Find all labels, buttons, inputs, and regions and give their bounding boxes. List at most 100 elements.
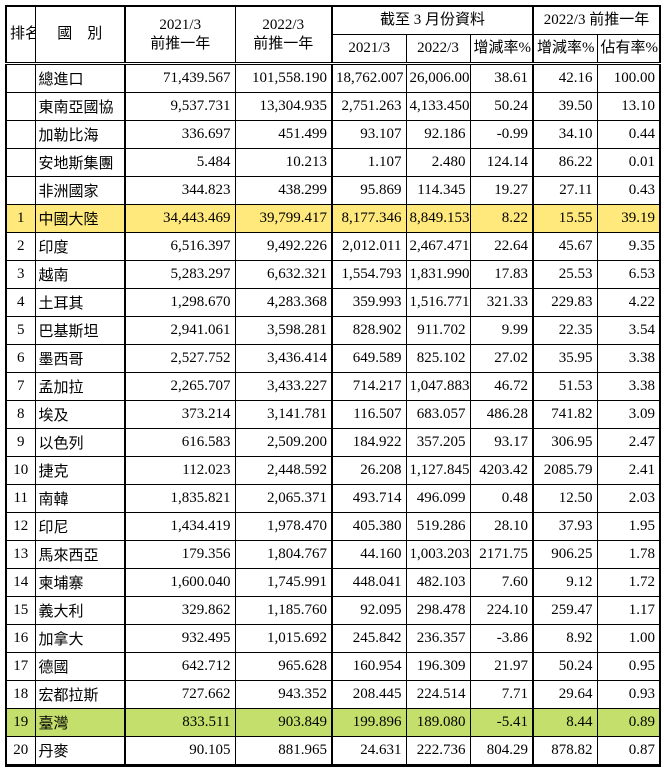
value-cell: 222.736	[405, 736, 471, 766]
table-row: 8 埃及 373.214 3,141.781 116.507 683.057 486.28 7…	[5, 400, 661, 429]
value-cell: 306.95	[532, 428, 598, 457]
col-2022-prev-year-line1: 2022/3	[262, 16, 305, 33]
table-row: 5 巴基斯坦 2,941.061 3,598.281 828.902 911.702 9.9…	[5, 316, 661, 345]
value-cell: 101,558.190	[234, 63, 333, 93]
value-cell: 179.356	[124, 540, 236, 569]
value-cell: 21.97	[469, 652, 534, 681]
sub-change-rate-header: 增減率%	[469, 34, 534, 65]
country-cell: 馬來西亞	[34, 540, 126, 569]
value-cell: 298.478	[405, 596, 471, 625]
value-cell: 34.10	[532, 120, 598, 149]
value-cell: 493.714	[331, 484, 407, 513]
value-cell: 9.99	[469, 316, 534, 345]
table-row: 20 丹麥 90.105 881.965 24.631 222.736 804.29 878.…	[5, 736, 661, 766]
value-cell: 727.662	[124, 680, 236, 709]
value-cell: 741.82	[532, 400, 598, 429]
value-cell: 51.53	[532, 372, 598, 401]
value-cell: 1,185.760	[234, 596, 333, 625]
value-cell: 4,283.368	[234, 288, 333, 317]
value-cell: 9.35	[596, 232, 661, 261]
value-cell: 208.445	[331, 680, 407, 709]
value-cell: 18,762.007	[331, 63, 407, 93]
col-2022-prev-year-header: 2022/3 前推一年	[234, 5, 333, 65]
value-cell: 943.352	[234, 680, 333, 709]
country-cell: 總進口	[34, 63, 126, 93]
value-cell: 42.16	[532, 63, 598, 93]
value-cell: 3,433.227	[234, 372, 333, 401]
table-body: 總進口 71,439.567 101,558.190 18,762.007 26,006…	[5, 63, 661, 766]
value-cell: 2,527.752	[124, 344, 236, 373]
value-cell: 112.023	[124, 456, 236, 485]
value-cell: 19.27	[469, 176, 534, 205]
value-cell: 71,439.567	[124, 63, 236, 93]
rank-cell	[5, 63, 36, 93]
value-cell: 519.286	[405, 512, 471, 541]
value-cell: 39.50	[532, 92, 598, 121]
rank-cell: 2	[5, 232, 36, 261]
value-cell: 1,298.670	[124, 288, 236, 317]
value-cell: 8.44	[532, 708, 598, 737]
value-cell: 329.862	[124, 596, 236, 625]
table-row: 2 印度 6,516.397 9,492.226 2,012.011 2,467.471 2…	[5, 232, 661, 261]
value-cell: 1,831.990	[405, 260, 471, 289]
table-row: 1 中國大陸 34,443.469 39,799.417 8,177.346 8,849.…	[5, 204, 661, 233]
value-cell: 2,941.061	[124, 316, 236, 345]
value-cell: 683.057	[405, 400, 471, 429]
table-row: 19 臺灣 833.511 903.849 199.896 189.080 -5.41 8.4…	[5, 708, 661, 737]
value-cell: 496.099	[405, 484, 471, 513]
value-cell: 4.22	[596, 288, 661, 317]
value-cell: 0.01	[596, 148, 661, 177]
table-header: 排名 國 別 2021/3 前推一年 2022/3 前推一年 截至 3 月份資料…	[5, 5, 661, 65]
table-row: 12 印尼 1,434.419 1,978.470 405.380 519.286 28.1…	[5, 512, 661, 541]
rank-cell: 11	[5, 484, 36, 513]
value-cell: 39,799.417	[234, 204, 333, 233]
value-cell: 224.10	[469, 596, 534, 625]
value-cell: 932.495	[124, 624, 236, 653]
country-cell: 埃及	[34, 400, 126, 429]
value-cell: 357.205	[405, 428, 471, 457]
value-cell: 9,537.731	[124, 92, 236, 121]
table-row: 7 孟加拉 2,265.707 3,433.227 714.217 1,047.883 46…	[5, 372, 661, 401]
table-row: 11 南韓 1,835.821 2,065.371 493.714 496.099 0.48…	[5, 484, 661, 513]
value-cell: 3,598.281	[234, 316, 333, 345]
table-row: 14 柬埔寨 1,600.040 1,745.991 448.041 482.103 7.6…	[5, 568, 661, 597]
value-cell: 833.511	[124, 708, 236, 737]
value-cell: 92.095	[331, 596, 407, 625]
table-row: 安地斯集團 5.484 10.213 1.107 2.480 124.14 86.22 0.0…	[5, 148, 661, 177]
country-cell: 巴基斯坦	[34, 316, 126, 345]
value-cell: 5,283.297	[124, 260, 236, 289]
value-cell: 1.78	[596, 540, 661, 569]
value-cell: 3.38	[596, 372, 661, 401]
value-cell: 196.309	[405, 652, 471, 681]
value-cell: 1,554.793	[331, 260, 407, 289]
rank-cell	[5, 148, 36, 177]
value-cell: 1,003.203	[405, 540, 471, 569]
col-2021-prev-year-line1: 2021/3	[159, 16, 202, 33]
country-cell: 非洲國家	[34, 176, 126, 205]
value-cell: 0.89	[596, 708, 661, 737]
value-cell: 2,448.592	[234, 456, 333, 485]
table-row: 16 加拿大 932.495 1,015.692 245.842 236.357 -3.86…	[5, 624, 661, 653]
value-cell: 906.25	[532, 540, 598, 569]
country-cell: 中國大陸	[34, 204, 126, 233]
value-cell: 0.93	[596, 680, 661, 709]
value-cell: 1,745.991	[234, 568, 333, 597]
value-cell: 0.95	[596, 652, 661, 681]
value-cell: 965.628	[234, 652, 333, 681]
rank-cell: 16	[5, 624, 36, 653]
value-cell: 405.380	[331, 512, 407, 541]
value-cell: 6.53	[596, 260, 661, 289]
value-cell: 95.869	[331, 176, 407, 205]
country-cell: 柬埔寨	[34, 568, 126, 597]
value-cell: 903.849	[234, 708, 333, 737]
value-cell: 35.95	[532, 344, 598, 373]
value-cell: 17.83	[469, 260, 534, 289]
value-cell: 29.64	[532, 680, 598, 709]
rank-cell: 19	[5, 708, 36, 737]
value-cell: 344.823	[124, 176, 236, 205]
value-cell: 93.107	[331, 120, 407, 149]
rank-cell: 15	[5, 596, 36, 625]
prev-year-group-header: 2022/3 前推一年	[531, 5, 661, 35]
country-cell: 以色列	[34, 428, 126, 457]
value-cell: 1,015.692	[234, 624, 333, 653]
